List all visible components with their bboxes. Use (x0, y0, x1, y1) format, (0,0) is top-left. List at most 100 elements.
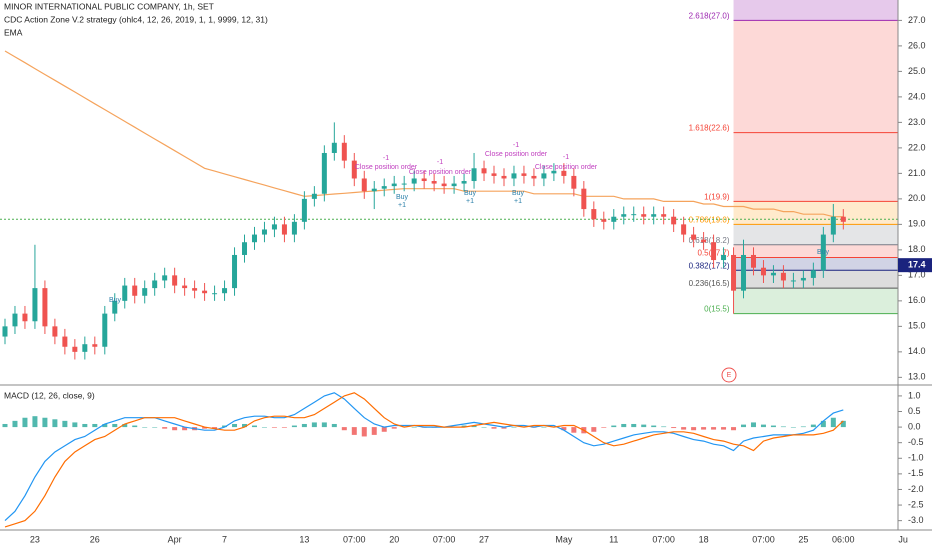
histogram-bar (471, 425, 477, 428)
candle-body (820, 234, 826, 271)
ema-line (4, 50, 844, 218)
candle-body (62, 336, 68, 347)
y-tick-label: 20.0 (908, 193, 926, 203)
candle-body (242, 242, 248, 255)
candle-body (361, 178, 367, 192)
fib-label: 2.618(27.0) (689, 12, 730, 21)
signal-label: +1 (398, 202, 406, 209)
histogram-bar (291, 425, 297, 428)
candle-body (711, 242, 717, 261)
candle-body (152, 280, 158, 289)
histogram-bar (92, 423, 98, 428)
y-tick-label: -1.0 (908, 453, 924, 463)
histogram-bar (232, 423, 238, 428)
x-tick-label: Apr (168, 534, 182, 544)
histogram-bar (731, 427, 737, 431)
candle-body (351, 160, 357, 179)
fib-label: 0(15.5) (704, 305, 730, 314)
candle-body (311, 193, 317, 199)
candle-body (691, 234, 697, 240)
candle-body (621, 214, 627, 217)
histogram-bar (840, 420, 846, 428)
candle-body (770, 272, 776, 276)
candle-body (371, 188, 377, 192)
macd-legend: MACD (12, 26, close, 9) (4, 390, 95, 400)
histogram-bar (750, 422, 756, 428)
histogram-bar (202, 427, 208, 429)
histogram-bar (331, 423, 337, 428)
fib-label: 0.382(17.2) (689, 261, 730, 270)
signal-label: -1 (437, 159, 443, 166)
candle-body (92, 344, 98, 347)
histogram-bar (62, 420, 68, 428)
candle-body (681, 224, 687, 235)
histogram-bar (760, 424, 766, 428)
signal-label: Close position order (535, 164, 598, 171)
x-tick-label: 27 (479, 534, 489, 544)
histogram-bar (641, 424, 647, 428)
y-tick-label: 1.0 (908, 390, 921, 400)
candle-body (232, 254, 238, 289)
candle-body (271, 224, 277, 230)
candle-body (731, 254, 737, 291)
candle-body (551, 170, 557, 174)
signal-label: Close position order (355, 164, 418, 171)
histogram-bar (72, 422, 78, 428)
candle-body (2, 326, 8, 337)
histogram-bar (721, 427, 727, 430)
histogram-bar (261, 427, 267, 428)
histogram-bar (132, 425, 138, 428)
histogram-bar (251, 425, 257, 428)
y-tick-label: 25.0 (908, 66, 926, 76)
histogram-bar (790, 427, 796, 428)
candle-body (491, 173, 497, 176)
candle-body (641, 214, 647, 217)
price-tag-label: 17.4 (908, 260, 926, 270)
x-tick-label: 07:00 (652, 534, 675, 544)
candle-body (202, 290, 208, 294)
price-tag (898, 258, 932, 273)
candle-body (182, 285, 188, 289)
histogram-bar (42, 417, 48, 428)
signal-label: +1 (514, 198, 522, 205)
histogram-bar (830, 417, 836, 428)
candle-body (82, 344, 88, 352)
histogram-bar (102, 423, 108, 428)
candle-body (431, 181, 437, 184)
y-tick-label: 0.5 (908, 406, 921, 416)
signal-label: -1 (563, 154, 569, 161)
y-tick-label: 23.0 (908, 117, 926, 127)
candle-body (291, 221, 297, 235)
y-tick-label: 27.0 (908, 15, 926, 25)
candle-body (421, 178, 427, 182)
candle-body (212, 293, 218, 295)
candle-body (481, 168, 487, 174)
candle-body (701, 239, 707, 243)
fib-label: 1(19.9) (704, 193, 730, 202)
fib-band (733, 20, 898, 133)
candle-body (401, 183, 407, 185)
x-tick-label: 07:00 (752, 534, 775, 544)
y-tick-label: -0.5 (908, 437, 924, 447)
histogram-bar (711, 427, 717, 430)
y-tick-label: 16.0 (908, 295, 926, 305)
candle-body (102, 313, 108, 347)
x-tick-label: 7 (222, 534, 227, 544)
signal-label: Close position order (409, 169, 472, 176)
histogram-bar (311, 422, 317, 428)
candle-body (261, 229, 267, 235)
fib-label: 0.786(19.0) (689, 215, 730, 224)
histogram-bar (511, 427, 517, 428)
histogram-bar (481, 427, 487, 428)
x-tick-label: Ju (898, 534, 908, 544)
candle-body (301, 198, 307, 222)
histogram-bar (152, 427, 158, 428)
candle-body (661, 214, 667, 217)
strategy-legend: CDC Action Zone V.2 strategy (ohlc4, 12,… (4, 14, 268, 24)
x-tick-label: 11 (609, 534, 618, 544)
histogram-bar (691, 427, 697, 431)
histogram-bar (122, 423, 128, 428)
histogram-bar (361, 427, 367, 437)
x-tick-label: 07:00 (343, 534, 366, 544)
